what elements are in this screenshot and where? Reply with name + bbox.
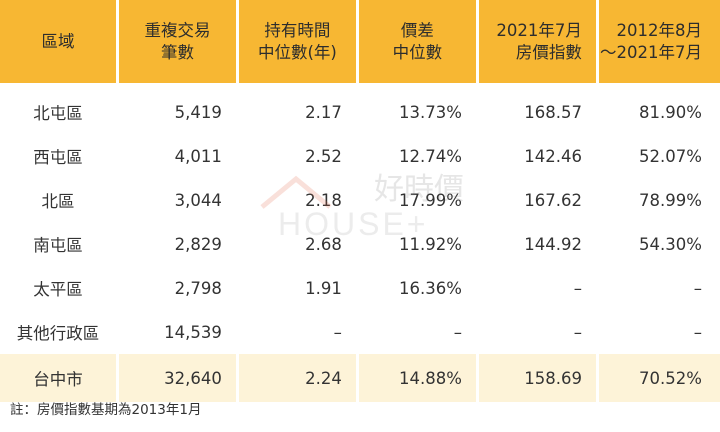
- header-cell-district: 區域: [0, 0, 116, 83]
- table-cell: 32,640: [118, 354, 236, 402]
- table-cell: 70.52%: [598, 354, 720, 402]
- table-cell: 2.18: [305, 190, 342, 210]
- header-label: 房價指數: [515, 42, 582, 62]
- district-name-cell: 南屯區: [33, 236, 83, 255]
- header-label: 區域: [41, 31, 75, 51]
- footnote: 註：房價指數基期為2013年1月: [10, 402, 202, 418]
- table-row: 太平區 2,798 1.91 16.36% – –: [0, 266, 720, 310]
- header-label: 價差: [400, 20, 434, 40]
- table-row: 北屯區 5,419 2.17 13.73% 168.57 81.90%: [0, 90, 720, 134]
- table-cell: 11.92%: [399, 234, 462, 254]
- table-cell: 台中市: [0, 354, 116, 402]
- table-row: 北區 3,044 2.18 17.99% 167.62 78.99%: [0, 178, 720, 222]
- header-label: 2021年7月: [496, 20, 582, 40]
- table-cell: –: [453, 322, 462, 342]
- header-label: 筆數: [160, 42, 194, 62]
- header-cell-transactions: 重複交易 筆數: [118, 0, 236, 83]
- table-cell: 5,419: [174, 102, 222, 122]
- table-cell: –: [333, 322, 342, 342]
- table-cell: 2.52: [305, 146, 342, 166]
- table-cell: 78.99%: [639, 190, 702, 210]
- header-cell-holding-period: 持有時間 中位數(年): [238, 0, 356, 83]
- district-name-cell: 西屯區: [33, 148, 83, 167]
- header-label: ～2021年7月: [599, 42, 702, 62]
- table-cell: 3,044: [174, 190, 222, 210]
- table-cell: 2.17: [305, 102, 342, 122]
- table-cell: 1.91: [305, 278, 342, 298]
- table-cell: 12.74%: [399, 146, 462, 166]
- district-name-cell: 北屯區: [33, 104, 83, 123]
- header-label: 中位數: [392, 42, 443, 62]
- district-name-cell: 太平區: [33, 280, 83, 299]
- header-cell-index-change: 2012年8月 ～2021年7月: [598, 0, 720, 83]
- table-cell: 54.30%: [639, 234, 702, 254]
- table-cell: 2,829: [174, 234, 222, 254]
- table-cell: –: [573, 322, 582, 342]
- header-label: 重複交易: [144, 20, 211, 40]
- header-label: 持有時間: [264, 20, 331, 40]
- district-name-cell: 其他行政區: [16, 324, 100, 343]
- table-cell: 14,539: [164, 322, 222, 342]
- table-cell: 144.92: [524, 234, 582, 254]
- table-cell: 17.99%: [399, 190, 462, 210]
- header-label: 2012年8月: [616, 20, 702, 40]
- header-cell-price-diff: 價差 中位數: [358, 0, 476, 83]
- table-cell: 16.36%: [399, 278, 462, 298]
- table-cell: 14.88%: [358, 354, 476, 402]
- table-cell: 52.07%: [639, 146, 702, 166]
- table-cell: –: [573, 278, 582, 298]
- data-table: 區域 重複交易 筆數 持有時間 中位數(年) 價差 中位數 2021年7月 房價…: [0, 0, 720, 402]
- table-cell: 142.46: [524, 146, 582, 166]
- table-header-row: 區域 重複交易 筆數 持有時間 中位數(年) 價差 中位數 2021年7月 房價…: [0, 0, 720, 83]
- table-total-row: 台中市 32,640 2.24 14.88% 158.69 70.52%: [0, 354, 720, 402]
- table-cell: –: [693, 322, 702, 342]
- table-cell: 2.24: [238, 354, 356, 402]
- table-cell: 158.69: [478, 354, 596, 402]
- table-cell: 168.57: [524, 102, 582, 122]
- table-row: 其他行政區 14,539 – – – –: [0, 310, 720, 354]
- table-cell: 13.73%: [399, 102, 462, 122]
- table-cell: 2.68: [305, 234, 342, 254]
- table-cell: 167.62: [524, 190, 582, 210]
- district-name-cell: 北區: [41, 192, 75, 211]
- table-cell: 81.90%: [639, 102, 702, 122]
- header-label: 中位數(年): [257, 42, 337, 62]
- table-cell: 2,798: [174, 278, 222, 298]
- table-cell: –: [693, 278, 702, 298]
- table-row: 西屯區 4,011 2.52 12.74% 142.46 52.07%: [0, 134, 720, 178]
- table-row: 南屯區 2,829 2.68 11.92% 144.92 54.30%: [0, 222, 720, 266]
- header-cell-price-index: 2021年7月 房價指數: [478, 0, 596, 83]
- table-cell: 4,011: [174, 146, 222, 166]
